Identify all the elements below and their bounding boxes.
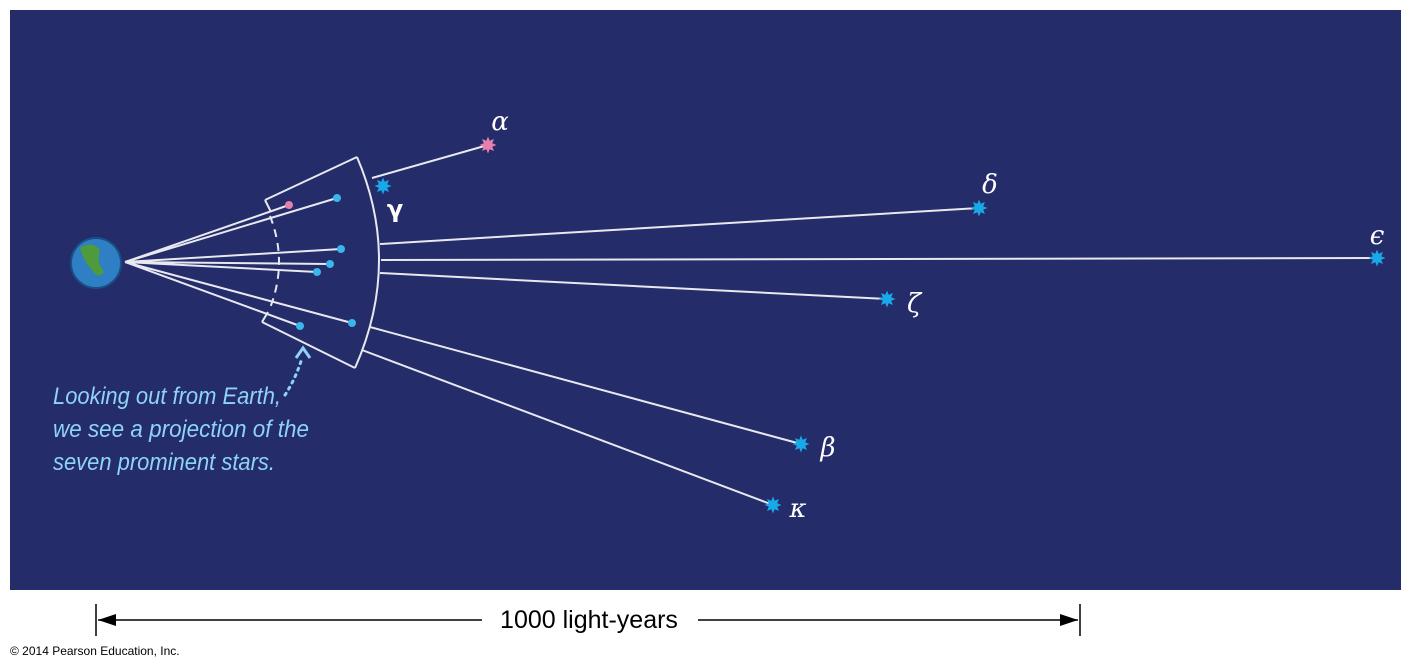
dot (285, 201, 293, 209)
star-label: δ (982, 170, 998, 200)
star (1368, 249, 1386, 267)
star-label: κ (788, 494, 806, 524)
sky-panel (10, 10, 1401, 590)
star (479, 136, 497, 154)
dot (326, 260, 334, 268)
star (764, 496, 782, 514)
caption-line: we see a projection of the (53, 416, 309, 443)
dot (348, 319, 356, 327)
star-label: β (819, 433, 835, 463)
caption-line: Looking out from Earth, (53, 383, 281, 410)
projection-frame (261, 156, 380, 369)
copyright: © 2014 Pearson Education, Inc. (10, 644, 180, 658)
star (970, 199, 988, 217)
sight-lines (124, 144, 1378, 506)
dot (337, 245, 345, 253)
star (374, 177, 392, 195)
earth-rim (70, 237, 122, 289)
caption-arrowhead (294, 345, 312, 359)
earth-land (80, 244, 104, 276)
earth-lines (124, 197, 353, 327)
caption-pointer (283, 356, 304, 397)
caption-line: seven prominent stars. (53, 449, 275, 476)
star-label: ϵ (1370, 221, 1385, 251)
star (792, 435, 810, 453)
star-lines (361, 144, 1378, 506)
star-label: γ (387, 195, 403, 223)
stars (374, 136, 1386, 514)
scale-label: 1000 light-years (500, 606, 678, 634)
projection-arc (269, 215, 280, 309)
scale-bar: 1000 light-years (95, 604, 1081, 636)
dot (313, 268, 321, 276)
star (878, 290, 896, 308)
dot (296, 322, 304, 330)
earth (70, 237, 122, 289)
star-label: α (491, 107, 509, 137)
dot (333, 194, 341, 202)
star-label: ζ (907, 289, 923, 319)
projected-dots (285, 194, 356, 330)
